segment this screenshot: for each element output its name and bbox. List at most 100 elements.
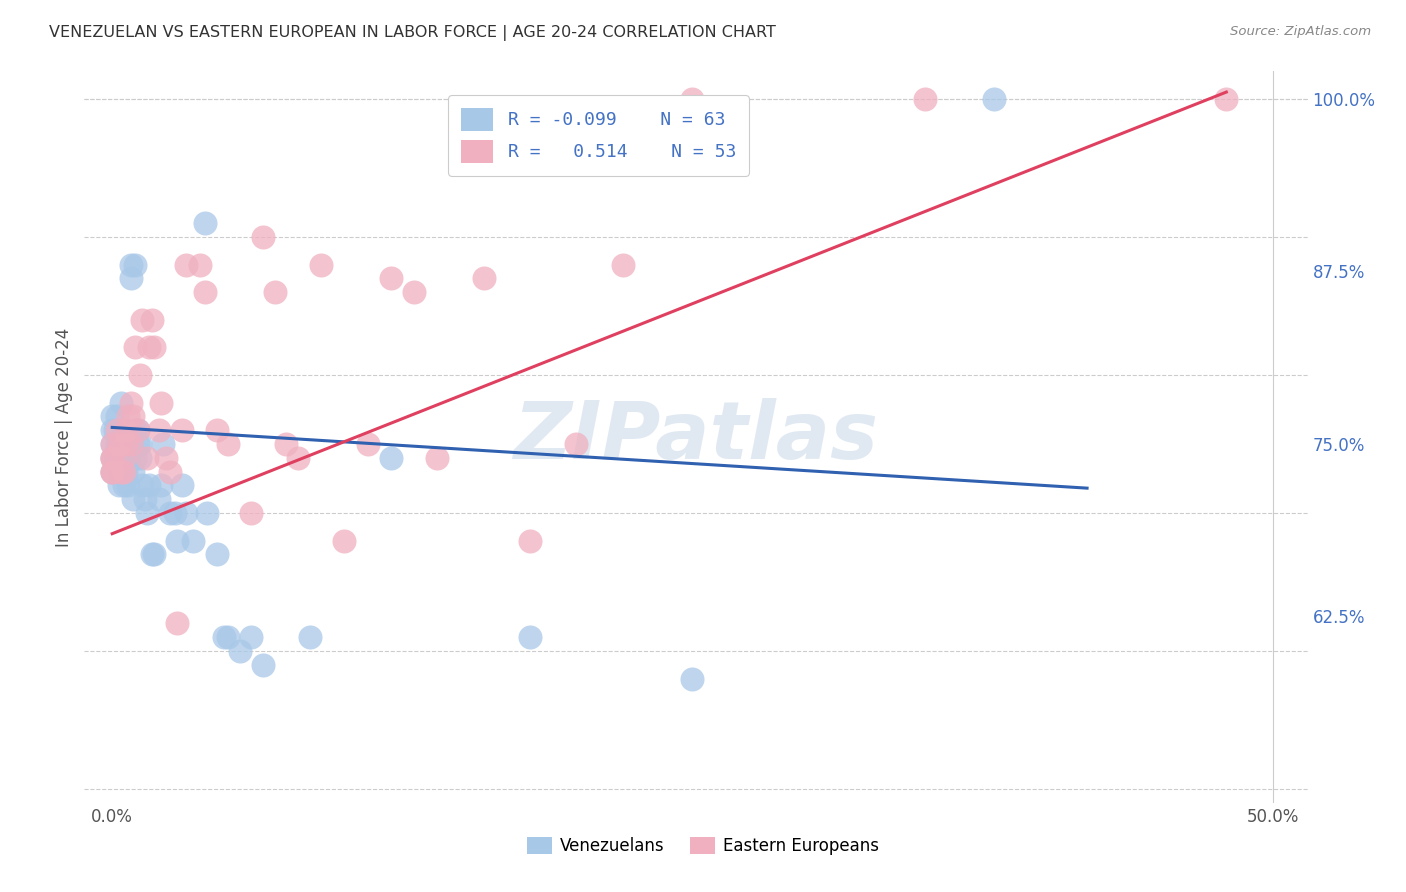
Point — [101, 450, 124, 465]
Point — [163, 506, 186, 520]
Point — [519, 630, 541, 644]
Point — [122, 409, 145, 424]
Point — [141, 548, 163, 562]
Point — [124, 258, 146, 272]
Point — [117, 450, 139, 465]
Point — [149, 395, 172, 409]
Point — [426, 450, 449, 465]
Point — [148, 492, 170, 507]
Point — [176, 506, 198, 520]
Point — [112, 450, 135, 465]
Point — [170, 478, 193, 492]
Point — [108, 450, 131, 465]
Point — [120, 437, 142, 451]
Point — [519, 533, 541, 548]
Point — [298, 630, 321, 644]
Text: ZIPatlas: ZIPatlas — [513, 398, 879, 476]
Point — [152, 437, 174, 451]
Point — [143, 548, 166, 562]
Point — [136, 506, 159, 520]
Point — [112, 465, 135, 479]
Point — [115, 437, 138, 451]
Point — [101, 465, 124, 479]
Text: VENEZUELAN VS EASTERN EUROPEAN IN LABOR FORCE | AGE 20-24 CORRELATION CHART: VENEZUELAN VS EASTERN EUROPEAN IN LABOR … — [49, 25, 776, 41]
Point — [120, 437, 142, 451]
Point — [122, 492, 145, 507]
Point — [115, 465, 138, 479]
Point — [127, 423, 149, 437]
Point — [205, 423, 228, 437]
Point — [194, 285, 217, 300]
Point — [115, 423, 138, 437]
Legend: Venezuelans, Eastern Europeans: Venezuelans, Eastern Europeans — [520, 830, 886, 862]
Point — [159, 465, 181, 479]
Y-axis label: In Labor Force | Age 20-24: In Labor Force | Age 20-24 — [55, 327, 73, 547]
Point — [159, 506, 181, 520]
Point — [117, 478, 139, 492]
Point — [136, 450, 159, 465]
Point — [217, 630, 239, 644]
Point — [134, 492, 156, 507]
Point — [287, 450, 309, 465]
Point — [252, 230, 274, 244]
Point — [112, 423, 135, 437]
Point — [124, 450, 146, 465]
Point — [914, 92, 936, 106]
Point — [380, 450, 402, 465]
Point — [112, 450, 135, 465]
Point — [127, 437, 149, 451]
Text: Source: ZipAtlas.com: Source: ZipAtlas.com — [1230, 25, 1371, 38]
Point — [1215, 92, 1237, 106]
Point — [402, 285, 425, 300]
Point — [183, 533, 205, 548]
Point — [112, 465, 135, 479]
Point — [170, 423, 193, 437]
Point — [472, 271, 495, 285]
Point — [105, 409, 128, 424]
Point — [263, 285, 285, 300]
Point — [240, 630, 263, 644]
Point — [190, 258, 212, 272]
Point — [103, 450, 125, 465]
Point — [101, 465, 124, 479]
Point — [124, 423, 146, 437]
Point — [217, 437, 239, 451]
Point — [166, 533, 188, 548]
Point — [138, 340, 160, 354]
Point — [108, 465, 131, 479]
Point — [143, 340, 166, 354]
Point — [110, 437, 132, 451]
Point — [176, 258, 198, 272]
Point — [129, 368, 152, 382]
Point — [110, 395, 132, 409]
Point — [103, 423, 125, 437]
Point — [101, 409, 124, 424]
Point — [129, 450, 152, 465]
Point — [141, 312, 163, 326]
Point — [101, 437, 124, 451]
Point — [108, 437, 131, 451]
Point — [380, 271, 402, 285]
Point — [565, 437, 588, 451]
Point — [195, 506, 218, 520]
Point — [149, 478, 172, 492]
Point — [105, 437, 128, 451]
Point — [309, 258, 332, 272]
Point — [229, 644, 252, 658]
Point — [110, 450, 132, 465]
Point — [682, 672, 704, 686]
Point — [240, 506, 263, 520]
Point — [276, 437, 298, 451]
Point — [105, 423, 128, 437]
Point — [127, 423, 149, 437]
Point — [682, 92, 704, 106]
Point — [155, 450, 177, 465]
Point — [117, 409, 139, 424]
Point — [101, 450, 124, 465]
Point — [112, 478, 135, 492]
Point — [129, 437, 152, 451]
Point — [101, 423, 124, 437]
Point — [131, 312, 153, 326]
Point — [212, 630, 235, 644]
Point — [101, 465, 124, 479]
